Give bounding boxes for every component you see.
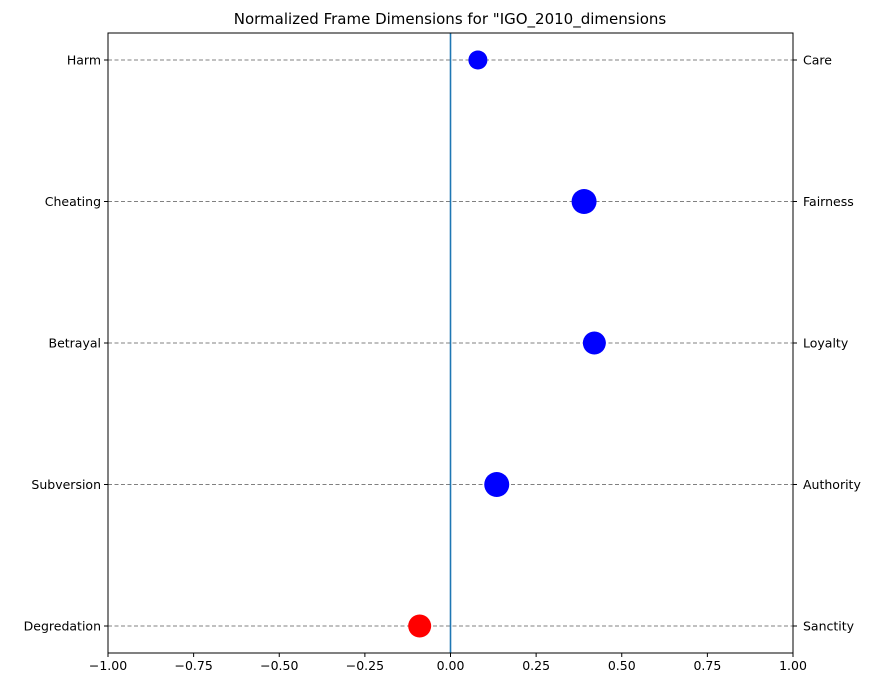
y-tick-label-right: Loyalty (803, 336, 849, 351)
x-tick-label: 1.00 (779, 658, 807, 673)
data-points (408, 50, 606, 638)
x-tick-label: −0.75 (174, 658, 212, 673)
y-tick-label-right: Authority (803, 477, 861, 492)
y-tick-label-left: Degredation (24, 619, 101, 634)
x-tick-label: 0.75 (693, 658, 721, 673)
y-tick-label-left: Betrayal (49, 336, 102, 351)
x-tick-label: 0.25 (522, 658, 550, 673)
y-tick-label-right: Fairness (803, 194, 854, 209)
y-tick-label-right: Sanctity (803, 619, 855, 634)
data-point (582, 331, 606, 355)
x-tick-label: −0.25 (346, 658, 384, 673)
y-tick-label-left: Harm (67, 53, 101, 68)
data-point (571, 189, 597, 214)
gridlines (108, 59, 793, 627)
data-point (468, 50, 488, 70)
x-tick-label: 0.50 (608, 658, 636, 673)
y-tick-label-left: Cheating (45, 194, 101, 209)
x-tick-label: 0.00 (437, 658, 465, 673)
data-point (408, 614, 432, 638)
x-tick-label: −0.50 (260, 658, 298, 673)
x-tick-label: −1.00 (89, 658, 127, 673)
left-y-axis: Harm Cheating Betrayal Subversion Degredatio… (24, 53, 108, 634)
chart-title: Normalized Frame Dimensions for "IGO_201… (234, 10, 667, 29)
x-axis: −1.00 −0.75 −0.50 −0.25 0.00 0.25 0.50 0.75 1.00 (89, 653, 807, 673)
y-tick-label-left: Subversion (31, 477, 101, 492)
right-y-axis: Care Fairness Loyalty Authority Sanctity (793, 53, 861, 634)
data-point (484, 472, 510, 497)
y-tick-label-right: Care (803, 53, 832, 68)
